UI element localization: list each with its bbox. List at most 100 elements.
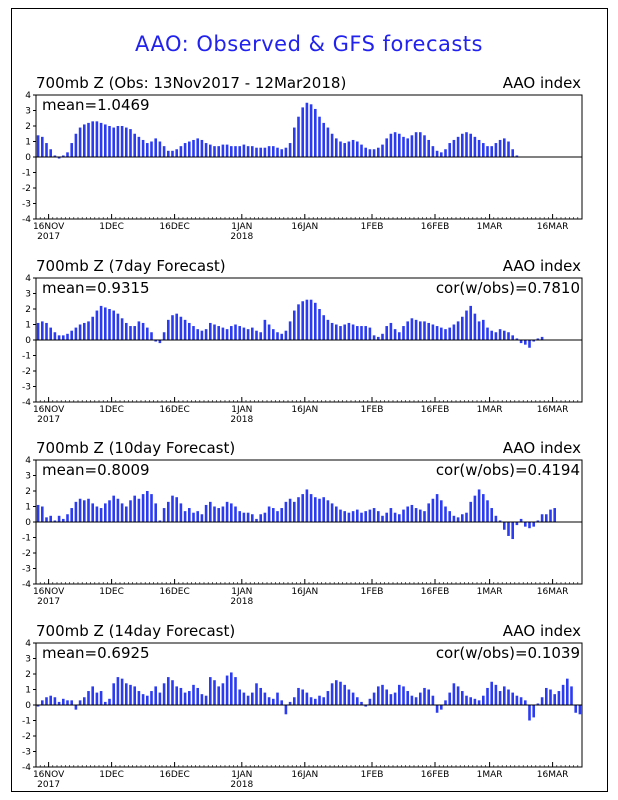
chart-0-bar xyxy=(301,107,304,157)
chart-2-xtick-label: 16JAN xyxy=(291,587,318,597)
chart-0-bar xyxy=(406,138,409,157)
chart-0-bar xyxy=(112,127,115,157)
chart-2-ytick-label: -4 xyxy=(22,580,31,590)
chart-0-bar xyxy=(280,149,283,157)
chart-2-bar xyxy=(272,508,275,522)
chart-3-bar xyxy=(490,681,493,705)
chart-1-bar xyxy=(36,322,40,340)
chart-1-bar xyxy=(246,329,250,340)
chart-2-bar xyxy=(95,506,99,522)
chart-3-bar xyxy=(347,689,351,705)
chart-2-bar xyxy=(112,495,115,522)
chart-1-ytick-label: 0 xyxy=(25,336,31,346)
chart-0-bar xyxy=(309,104,313,157)
chart-2-bar xyxy=(477,489,481,522)
chart-2-bar xyxy=(284,501,288,522)
chart-1-bar xyxy=(419,321,422,340)
chart-2-bar xyxy=(406,506,409,522)
chart-0-bar xyxy=(192,139,195,157)
chart-1-bar xyxy=(225,329,229,340)
chart-2-bar xyxy=(482,494,485,522)
figure-frame xyxy=(11,8,608,792)
chart-3-bar xyxy=(267,697,271,705)
chart-3-bar xyxy=(74,705,78,710)
chart-0-bar xyxy=(171,150,174,157)
chart-0-bar xyxy=(465,132,468,157)
chart-0-bar xyxy=(389,133,393,157)
chart-3-bar xyxy=(507,689,510,705)
chart-1-bar xyxy=(360,326,363,340)
chart-1-xtick-year: 2017 xyxy=(37,415,60,425)
chart-3-bar xyxy=(179,687,183,705)
chart-1-bar xyxy=(482,319,485,340)
chart-1-bar xyxy=(330,322,334,340)
chart-0-ytick-label: -3 xyxy=(22,200,31,210)
chart-0-bar xyxy=(356,141,359,157)
chart-0-bar xyxy=(74,133,78,157)
chart-2-bar xyxy=(398,514,401,522)
chart-2-xtick-label: 1DEC xyxy=(99,587,124,597)
chart-0-bar xyxy=(62,155,65,157)
chart-2-bar xyxy=(494,515,498,522)
chart-3-bar xyxy=(259,687,262,705)
chart-1-bar xyxy=(104,307,107,340)
chart-2-bar xyxy=(360,512,363,522)
chart-3-bar xyxy=(217,686,220,705)
chart-3-bar xyxy=(297,687,300,705)
chart-2-bar xyxy=(486,500,489,522)
chart-2-bar xyxy=(99,508,103,522)
chart-1-bar xyxy=(57,335,61,340)
chart-3-bar xyxy=(469,697,472,705)
chart-1-ytick-label: 3 xyxy=(25,290,31,300)
chart-0-bar xyxy=(183,143,187,157)
chart-0-bar xyxy=(234,146,237,157)
chart-2-title: 700mb Z (10day Forecast) xyxy=(36,439,235,457)
chart-2-bar xyxy=(532,522,535,527)
chart-2-bar xyxy=(183,511,187,522)
chart-1-bar xyxy=(335,324,338,340)
chart-2-bar xyxy=(456,517,460,522)
chart-1-bar xyxy=(284,330,288,340)
chart-0-bar xyxy=(251,146,254,157)
chart-3-bar xyxy=(137,691,141,705)
chart-3-ytick-label: -3 xyxy=(22,748,31,758)
chart-0-bar xyxy=(335,138,338,157)
chart-0-bar xyxy=(347,141,351,157)
chart-1-xtick-year: 2018 xyxy=(230,415,253,425)
chart-2-bar xyxy=(87,498,90,522)
chart-3-ytick-label: 4 xyxy=(25,639,31,649)
chart-0-bar xyxy=(486,146,489,157)
chart-3-bar xyxy=(410,695,414,705)
chart-3-bar xyxy=(146,695,149,705)
chart-2-bar xyxy=(225,501,229,522)
chart-3-bar xyxy=(41,700,44,705)
chart-0-bar xyxy=(423,135,426,157)
chart-2-bar xyxy=(120,503,124,522)
chart-3-bar xyxy=(70,700,73,705)
chart-0-bar xyxy=(91,121,94,157)
chart-2-ytick-label: 1 xyxy=(25,503,31,513)
chart-1-bar xyxy=(263,319,267,340)
chart-0-bar xyxy=(141,139,145,157)
chart-3-bar xyxy=(175,686,178,705)
chart-3-bar xyxy=(301,689,304,705)
chart-0-ytick-label: -4 xyxy=(22,215,31,225)
chart-0-bar xyxy=(393,132,397,157)
chart-1-bar xyxy=(364,326,367,340)
chart-2-ytick-label: -1 xyxy=(22,534,31,544)
chart-2-bar xyxy=(507,522,510,536)
chart-1-bar xyxy=(288,321,292,340)
chart-0-bar xyxy=(217,146,220,157)
chart-2-xtick-label: 1JAN xyxy=(231,587,252,597)
chart-1-xtick-label: 1JAN xyxy=(231,405,252,415)
chart-3-bar xyxy=(120,678,124,705)
chart-1-bar xyxy=(175,313,178,340)
chart-3-bar xyxy=(62,698,65,705)
chart-2-bar xyxy=(545,514,548,522)
chart-2-bar xyxy=(435,494,439,522)
chart-0-ytick-label: 2 xyxy=(25,122,31,132)
chart-2-bar xyxy=(402,509,405,522)
chart-2-xtick-year: 2018 xyxy=(230,597,253,607)
chart-0-bar xyxy=(305,102,309,157)
chart-3-bar xyxy=(209,677,212,705)
